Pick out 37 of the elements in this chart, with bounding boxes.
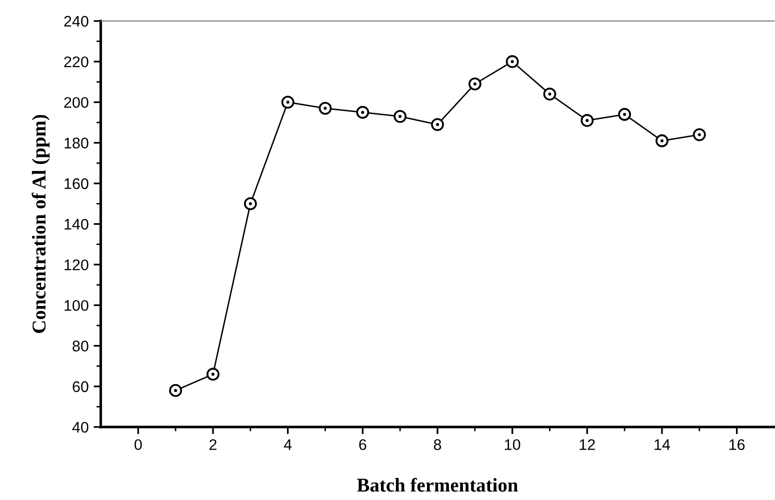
point (656, 134, 668, 148)
x-tick-label: 6 (359, 439, 366, 450)
x-tick-label: 12 (580, 439, 595, 450)
y-tick-label: 100 (64, 300, 88, 311)
point (356, 106, 370, 119)
point (206, 368, 220, 381)
x-tick-label: 8 (434, 439, 442, 450)
point (244, 197, 257, 210)
x-tick-label: 10 (504, 439, 520, 450)
point (543, 88, 556, 101)
x-tick-label: 4 (284, 439, 292, 450)
y-tick-label: 220 (64, 56, 88, 68)
y-tick-label: 40 (72, 422, 88, 433)
point (506, 55, 519, 68)
x-tick-label: 0 (134, 439, 142, 450)
y-axis-title: Concentration of Al (ppm) (32, 114, 50, 333)
y-tick-label: 120 (64, 259, 88, 270)
point (318, 102, 332, 115)
point (692, 128, 706, 142)
y-tick-label: 140 (64, 218, 88, 230)
x-axis-title: Batch fermentation (357, 478, 518, 492)
x-tick-label: 16 (729, 439, 745, 450)
x-tick-label: 14 (654, 439, 670, 450)
x-tick-label: 2 (210, 439, 216, 450)
y-tick-label: 200 (64, 97, 88, 108)
point (281, 96, 294, 109)
point (169, 384, 182, 397)
y-tick-label: 160 (64, 178, 88, 190)
y-tick-label: 240 (64, 16, 88, 27)
point (468, 77, 482, 90)
point (394, 110, 407, 123)
y-tick-label: 180 (64, 138, 88, 148)
point (431, 118, 444, 131)
point (618, 108, 632, 121)
y-tick-label: 80 (72, 340, 88, 352)
y-tick-label: 60 (72, 381, 88, 392)
point (580, 114, 594, 127)
